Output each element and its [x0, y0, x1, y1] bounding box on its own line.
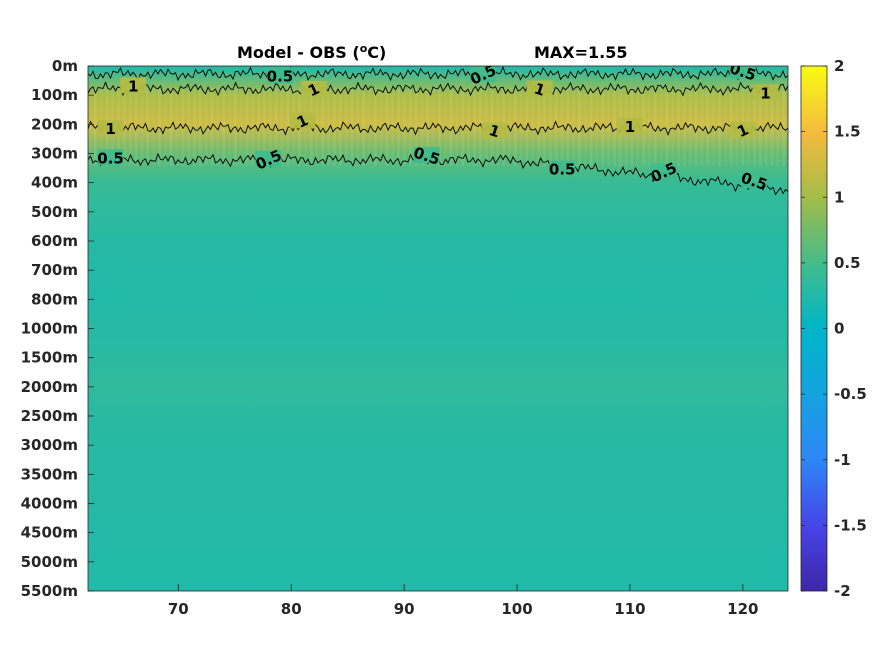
y-tick-label: 3000m — [21, 436, 78, 454]
y-tick-label: 2000m — [21, 378, 78, 396]
y-tick-label: 200m — [31, 115, 78, 133]
y-tick-label: 4000m — [21, 495, 78, 513]
y-tick-label: 5000m — [21, 553, 78, 571]
y-tick-label: 600m — [31, 232, 78, 250]
y-tick-label: 2500m — [21, 407, 78, 425]
contour-label-bg — [97, 120, 124, 137]
colorbar-tick-label: -0.5 — [834, 385, 867, 403]
contour-label-bg — [549, 160, 576, 177]
contour-label: 1 — [105, 120, 115, 138]
contour-label-bg — [729, 121, 756, 138]
contour-label-bg — [255, 150, 282, 167]
colorbar-tick-label: 1.5 — [834, 123, 861, 141]
chart-title-unit-sup: o — [360, 42, 368, 55]
y-axis: 0m 100m 200m 300m 400m 500m 600m 700m 800m 1000m 1… — [21, 57, 94, 600]
y-tick-label: 1500m — [21, 349, 78, 367]
x-tick-label: 110 — [614, 600, 645, 618]
contour-label-bg — [470, 66, 497, 82]
contour-label: 0.5 — [267, 67, 294, 85]
y-tick-label: 100m — [31, 86, 78, 104]
y-tick-label: 700m — [31, 261, 78, 279]
y-tick-label: 400m — [31, 174, 78, 192]
y-tick-label: 5500m — [21, 582, 78, 600]
contour-label-bg — [616, 118, 643, 135]
x-axis: 70 80 90 100 110 120 — [168, 584, 758, 618]
contour-line — [88, 66, 788, 82]
chart-title-unit-tail: C) — [367, 43, 386, 62]
x-tick-label: 100 — [501, 600, 532, 618]
chart-title-text: Model - OBS ( — [237, 43, 360, 62]
colorbar-tick-label: 0.5 — [834, 254, 861, 272]
contour-label-bg — [413, 147, 440, 164]
colorbar: 2 1.5 1 0.5 0 -0.5 -1 -1.5 -2 — [800, 57, 867, 600]
colorbar-tick-label: -2 — [834, 582, 851, 600]
contour-label-bg — [300, 80, 327, 97]
max-annotation: MAX=1.55 — [534, 43, 628, 62]
x-tick-label: 120 — [727, 600, 758, 618]
y-tick-label: 4500m — [21, 524, 78, 542]
y-tick-label: 1000m — [21, 320, 78, 338]
x-tick-label: 80 — [281, 600, 302, 618]
contour-label-bg — [741, 172, 768, 189]
y-tick-label: 0m — [52, 57, 78, 75]
contour-label-bg — [526, 80, 553, 97]
contour-label-bg — [729, 66, 756, 79]
plot-area: 0.5 0.5 0.51 1 1 11 1 1 1 10.5 0.5 0.50.5 0.5 0.5 — [88, 66, 788, 591]
chart-title: Model - OBS (oC) — [237, 42, 386, 62]
contour-label-bg — [481, 122, 508, 139]
contour-label: 1 — [625, 118, 635, 136]
contour-label: 1 — [128, 77, 138, 95]
y-tick-label: 300m — [31, 145, 78, 163]
contour-label-bg — [752, 84, 779, 101]
contour-label-bg — [120, 77, 147, 94]
contour-label-bg — [289, 112, 316, 129]
contour-line — [88, 81, 788, 97]
contour-label: 0.5 — [97, 149, 124, 167]
x-tick-label: 70 — [168, 600, 189, 618]
contour-label: 0.5 — [549, 161, 576, 179]
colorbar-ticks: 2 1.5 1 0.5 0 -0.5 -1 -1.5 -2 — [801, 57, 867, 600]
contour-line — [88, 120, 788, 136]
x-tick-label: 90 — [394, 600, 415, 618]
contour-label-bg — [650, 163, 677, 180]
colorbar-tick-label: 1 — [834, 188, 844, 206]
contour-label-bg — [97, 149, 124, 166]
colorbar-tick-label: 0 — [834, 320, 844, 338]
contour-label: 1 — [760, 84, 770, 102]
y-tick-label: 500m — [31, 203, 78, 221]
colorbar-tick-label: -1.5 — [834, 516, 867, 534]
y-tick-label: 3500m — [21, 465, 78, 483]
contour-label-bg — [266, 67, 293, 84]
colorbar-tick-label: 2 — [834, 57, 844, 75]
y-tick-label: 800m — [31, 290, 78, 308]
colorbar-tick-label: -1 — [834, 451, 851, 469]
